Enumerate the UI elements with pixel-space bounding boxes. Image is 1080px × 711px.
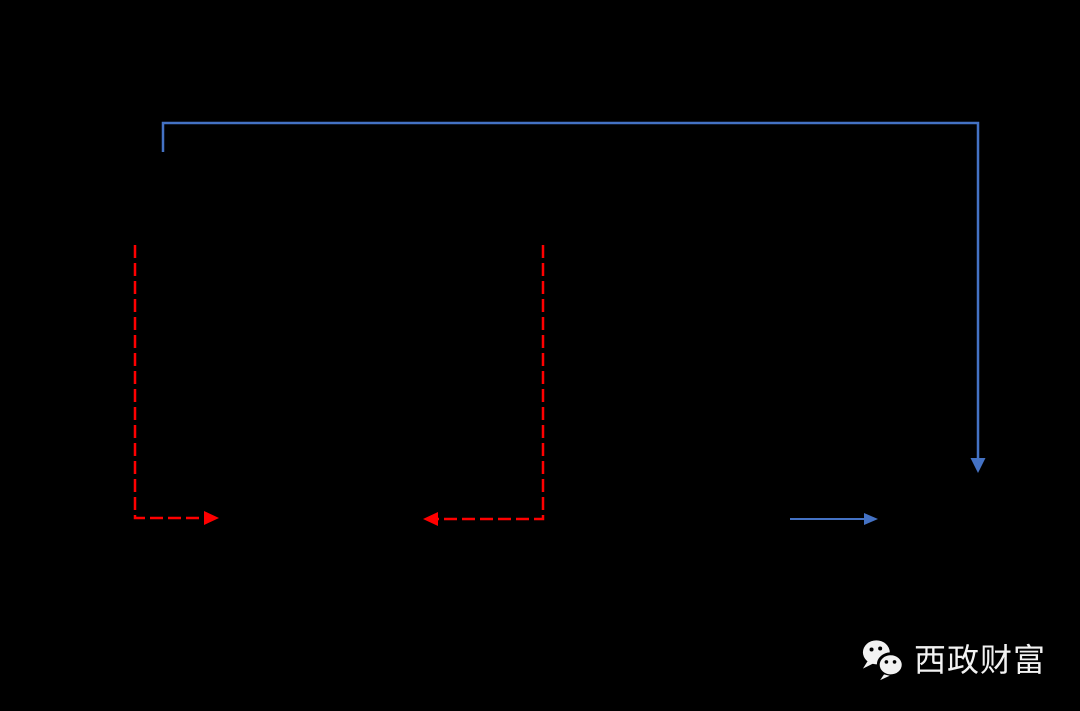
- arrow-right-icon: [204, 511, 219, 525]
- wechat-icon: [862, 640, 905, 681]
- watermark-text: 西政财富: [913, 641, 1046, 679]
- watermark: 西政财富: [861, 637, 1046, 683]
- arrow-left-icon: [423, 512, 438, 526]
- arrow-right-icon: [864, 513, 878, 525]
- blue-solid-connector-line: [161, 121, 980, 459]
- arrow-down-icon: [970, 458, 986, 473]
- red-dashed-connector-right-line: [437, 245, 545, 521]
- red-dashed-connector-left-line: [133, 245, 205, 520]
